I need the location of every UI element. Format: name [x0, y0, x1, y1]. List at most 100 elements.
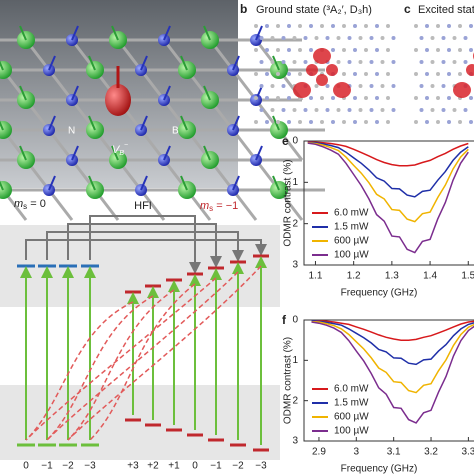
y-axis-label: ODMR contrast (%) — [283, 159, 294, 246]
lattice-site — [287, 24, 291, 28]
spin-arrow — [272, 55, 280, 71]
spin-arrow — [140, 115, 148, 131]
spin-arrow — [0, 60, 4, 71]
lattice-site — [276, 120, 280, 124]
lattice-site — [425, 24, 429, 28]
level-label: +1 — [168, 461, 180, 472]
orbital-lobe — [333, 82, 351, 98]
bond — [231, 69, 258, 101]
vacancy-label: VB− — [112, 142, 128, 157]
lattice-site — [375, 96, 379, 100]
spin-arrow — [163, 85, 171, 101]
axis-frame — [303, 319, 474, 442]
lattice-site — [358, 36, 363, 40]
vacancy-sub: B — [119, 150, 124, 157]
legend-label: 600 µW — [334, 412, 369, 423]
spin-arrow — [140, 175, 148, 191]
bond — [231, 189, 258, 221]
spin-arrow — [111, 145, 119, 161]
lattice-site — [364, 48, 368, 52]
lattice-site — [386, 48, 390, 52]
lattice-site — [414, 24, 418, 28]
panel-letter: f — [282, 313, 287, 327]
bond — [47, 129, 74, 161]
lattice-site — [414, 72, 418, 76]
m-rest: = −1 — [213, 200, 238, 212]
y-tick-label: 0 — [292, 136, 298, 147]
lattice-site — [469, 96, 473, 100]
x-axis-label: Frequency (GHz) — [341, 288, 418, 299]
lattice-site — [447, 24, 451, 28]
y-tick-label: 1 — [292, 355, 298, 366]
lattice-site — [391, 108, 396, 112]
lattice-site — [331, 96, 335, 100]
lattice-site — [463, 60, 468, 64]
lattice-site — [254, 120, 258, 124]
lattice-site — [436, 24, 440, 28]
y-tick-label: 2 — [292, 395, 298, 406]
lattice-site — [276, 96, 280, 100]
lattice-site — [309, 48, 313, 52]
spin-arrow — [71, 145, 79, 161]
m-sub: s — [209, 204, 213, 213]
spin-arrow — [272, 115, 280, 131]
x-tick-label: 1.2 — [347, 271, 361, 282]
lattice-site — [331, 24, 335, 28]
series-line — [307, 141, 469, 223]
spin-arrow — [180, 175, 188, 191]
lattice-site — [314, 108, 319, 112]
spin-arrow — [71, 25, 79, 41]
bond — [47, 189, 74, 221]
lattice-site — [259, 84, 264, 88]
hfi-bracket — [67, 223, 222, 268]
boron-atom — [0, 61, 12, 79]
relaxation — [46, 295, 154, 441]
lattice-site — [342, 24, 346, 28]
lattice-site — [353, 72, 357, 76]
lattice-site — [265, 120, 269, 124]
x-tick-label: 1.4 — [423, 271, 437, 282]
x-tick-label: 3.1 — [387, 447, 401, 458]
left-label: ms = 0 — [14, 198, 46, 211]
lattice-render — [0, 0, 325, 221]
spin-arrow — [232, 175, 240, 191]
lattice-site — [342, 120, 346, 124]
lattice-site — [347, 60, 352, 64]
lattice-site — [353, 48, 357, 52]
lattice-site — [469, 24, 473, 28]
lattice-site — [425, 48, 429, 52]
lattice-site — [270, 60, 275, 64]
lattice-site — [347, 108, 352, 112]
lattice-site — [320, 120, 324, 124]
orbital-lobe — [326, 64, 338, 76]
nitrogen-atom — [250, 154, 262, 166]
atom-label: N — [68, 126, 75, 137]
relaxation — [46, 271, 239, 441]
lattice-site — [265, 72, 269, 76]
spin-arrow — [203, 85, 211, 101]
bond — [231, 129, 258, 161]
x-tick-label: 1.5 — [461, 271, 474, 282]
lattice-site — [276, 72, 280, 76]
spin-arrow — [0, 180, 4, 191]
spin-arrow — [111, 25, 119, 41]
lattice-site — [254, 48, 258, 52]
x-tick-label: 3.3 — [461, 447, 474, 458]
lattice-site — [342, 48, 346, 52]
lattice-site — [292, 36, 297, 40]
orbital-lobe — [293, 82, 311, 98]
lattice-site — [441, 36, 446, 40]
spin-arrow — [88, 175, 96, 191]
spin-arrow — [19, 85, 27, 101]
m-symbol: m — [14, 198, 23, 210]
level-label: −2 — [232, 461, 244, 472]
lattice-site — [358, 84, 363, 88]
spin-arrow — [48, 115, 56, 131]
lattice-site — [441, 84, 446, 88]
lattice-site — [336, 60, 341, 64]
lattice-site — [469, 120, 473, 124]
lattice-site — [347, 36, 352, 40]
lattice-site — [380, 108, 385, 112]
lattice-site — [380, 60, 385, 64]
